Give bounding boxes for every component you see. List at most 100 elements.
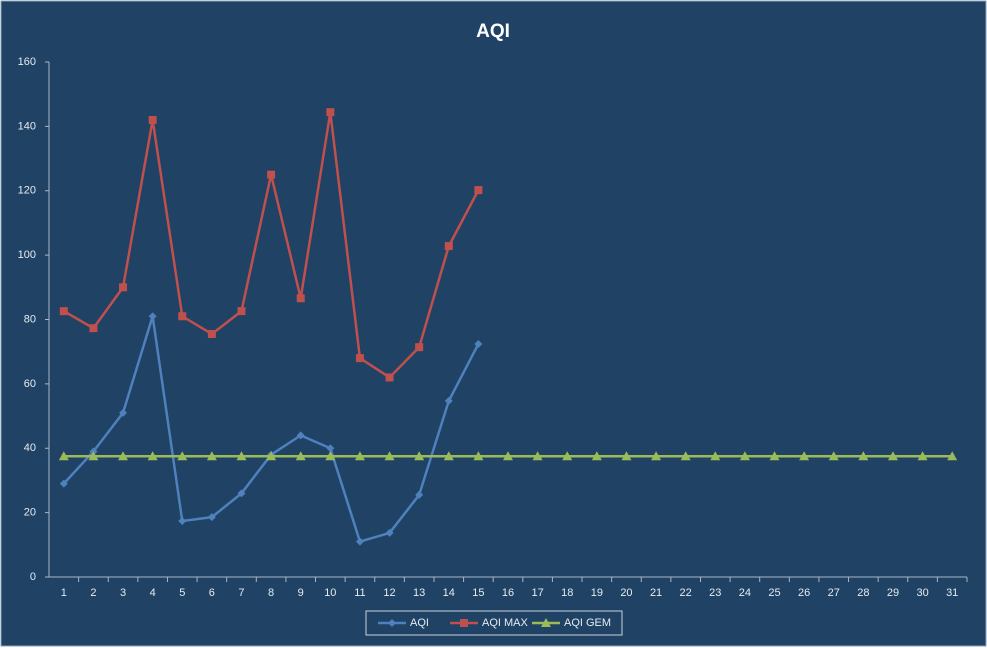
y-tick-label: 120 bbox=[18, 185, 36, 197]
marker bbox=[325, 451, 336, 461]
x-tick-label: 30 bbox=[916, 587, 928, 599]
marker bbox=[739, 451, 750, 461]
x-tick-label: 13 bbox=[413, 587, 425, 599]
marker bbox=[207, 329, 216, 338]
x-tick-label: 1 bbox=[61, 587, 67, 599]
marker bbox=[384, 451, 395, 461]
marker bbox=[267, 170, 276, 179]
marker bbox=[118, 451, 129, 461]
marker bbox=[355, 537, 364, 546]
x-tick-label: 24 bbox=[739, 587, 751, 599]
x-tick-label: 27 bbox=[828, 587, 840, 599]
x-tick-label: 4 bbox=[150, 587, 156, 599]
marker bbox=[444, 396, 453, 405]
x-tick-label: 9 bbox=[298, 587, 304, 599]
x-tick-label: 11 bbox=[354, 587, 365, 599]
marker bbox=[119, 408, 128, 417]
marker bbox=[415, 343, 424, 352]
x-tick-label: 5 bbox=[179, 587, 185, 599]
x-tick-label: 7 bbox=[238, 587, 244, 599]
legend-label: AQI bbox=[410, 617, 429, 629]
x-tick-label: 8 bbox=[268, 587, 274, 599]
marker bbox=[444, 242, 453, 251]
marker bbox=[532, 451, 543, 461]
marker bbox=[443, 451, 454, 461]
marker bbox=[237, 307, 246, 316]
marker bbox=[799, 451, 810, 461]
x-tick-label: 3 bbox=[120, 587, 126, 599]
marker bbox=[148, 115, 157, 124]
y-tick-label: 80 bbox=[24, 313, 36, 325]
x-tick-label: 20 bbox=[620, 587, 632, 599]
marker bbox=[591, 451, 602, 461]
marker bbox=[147, 451, 158, 461]
chart-title: AQI bbox=[476, 21, 510, 42]
y-tick-label: 100 bbox=[18, 249, 36, 261]
x-tick-label: 22 bbox=[680, 587, 692, 599]
legend-box bbox=[365, 610, 623, 636]
x-tick-label: 15 bbox=[472, 587, 484, 599]
marker bbox=[887, 451, 898, 461]
marker bbox=[769, 451, 780, 461]
marker bbox=[295, 451, 306, 461]
marker bbox=[266, 451, 277, 461]
marker bbox=[710, 451, 721, 461]
x-tick-label: 17 bbox=[531, 587, 543, 599]
legend-label: AQI GEM bbox=[564, 617, 611, 629]
x-tick-label: 6 bbox=[209, 587, 215, 599]
marker bbox=[207, 513, 216, 522]
x-tick-label: 19 bbox=[591, 587, 603, 599]
x-tick-label: 16 bbox=[502, 587, 514, 599]
marker bbox=[385, 528, 394, 537]
marker bbox=[828, 451, 839, 461]
x-tick-label: 12 bbox=[383, 587, 395, 599]
marker bbox=[177, 451, 188, 461]
marker bbox=[385, 373, 394, 382]
x-tick-label: 23 bbox=[709, 587, 721, 599]
marker bbox=[388, 619, 396, 627]
legend-label: AQI MAX bbox=[482, 617, 529, 629]
marker bbox=[326, 108, 335, 117]
x-tick-label: 26 bbox=[798, 587, 810, 599]
marker bbox=[206, 451, 217, 461]
marker bbox=[58, 451, 69, 461]
marker bbox=[89, 324, 98, 333]
marker bbox=[178, 312, 187, 321]
marker bbox=[474, 186, 483, 195]
marker bbox=[415, 490, 424, 499]
marker bbox=[621, 451, 632, 461]
marker bbox=[59, 479, 68, 488]
y-tick-label: 20 bbox=[24, 507, 36, 519]
marker bbox=[88, 451, 99, 461]
marker bbox=[562, 451, 573, 461]
marker bbox=[947, 451, 958, 461]
marker bbox=[651, 451, 662, 461]
x-tick-label: 14 bbox=[443, 587, 455, 599]
x-tick-label: 25 bbox=[768, 587, 780, 599]
marker bbox=[917, 451, 928, 461]
marker bbox=[503, 451, 513, 461]
marker bbox=[296, 431, 305, 440]
y-tick-label: 40 bbox=[24, 442, 36, 454]
y-tick-label: 160 bbox=[18, 56, 36, 68]
marker bbox=[236, 451, 247, 461]
x-tick-label: 18 bbox=[561, 587, 573, 599]
marker bbox=[858, 451, 869, 461]
x-tick-label: 10 bbox=[324, 587, 336, 599]
marker bbox=[414, 451, 425, 461]
marker bbox=[326, 444, 335, 453]
marker bbox=[355, 354, 364, 363]
marker bbox=[119, 283, 128, 292]
x-tick-label: 2 bbox=[90, 587, 96, 599]
y-tick-label: 0 bbox=[30, 571, 36, 583]
x-tick-label: 29 bbox=[887, 587, 899, 599]
marker bbox=[178, 516, 187, 525]
marker bbox=[59, 307, 68, 316]
y-tick-label: 60 bbox=[24, 378, 36, 390]
marker bbox=[680, 451, 691, 461]
marker bbox=[474, 339, 483, 348]
x-tick-label: 21 bbox=[650, 587, 662, 599]
marker bbox=[473, 451, 484, 461]
